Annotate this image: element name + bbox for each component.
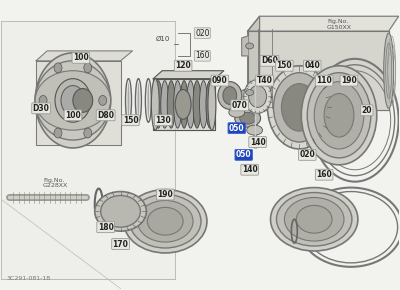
Ellipse shape (314, 81, 364, 149)
Polygon shape (242, 88, 248, 105)
Text: T40: T40 (257, 76, 272, 85)
Ellipse shape (95, 192, 146, 231)
Text: 160: 160 (195, 51, 210, 60)
Ellipse shape (223, 87, 237, 104)
Text: 070: 070 (232, 101, 248, 110)
Ellipse shape (128, 83, 130, 118)
Text: 140: 140 (242, 165, 258, 174)
Ellipse shape (147, 207, 183, 235)
Ellipse shape (61, 86, 85, 115)
Ellipse shape (130, 195, 201, 248)
Text: 20: 20 (362, 106, 372, 115)
Ellipse shape (54, 63, 62, 73)
Polygon shape (36, 61, 120, 145)
Ellipse shape (235, 109, 260, 127)
Text: 050: 050 (236, 151, 252, 160)
Ellipse shape (270, 188, 358, 251)
Ellipse shape (73, 88, 93, 112)
Ellipse shape (138, 83, 140, 118)
Ellipse shape (276, 193, 352, 246)
Text: Fig.No.
G228XX: Fig.No. G228XX (43, 178, 68, 189)
Polygon shape (242, 36, 248, 56)
Text: 180: 180 (98, 223, 114, 232)
Polygon shape (153, 79, 215, 130)
Text: 100: 100 (73, 53, 89, 62)
Ellipse shape (296, 205, 332, 233)
Ellipse shape (167, 81, 175, 128)
Ellipse shape (307, 73, 371, 158)
Polygon shape (153, 71, 224, 79)
Ellipse shape (84, 63, 92, 73)
Ellipse shape (124, 190, 207, 253)
Ellipse shape (54, 128, 62, 138)
Text: 190: 190 (341, 76, 357, 85)
Text: Fig.No.
G150XX: Fig.No. G150XX (327, 19, 352, 30)
Ellipse shape (193, 81, 201, 128)
Ellipse shape (244, 80, 272, 113)
Ellipse shape (324, 93, 354, 137)
Text: D80: D80 (97, 111, 114, 120)
Text: 050: 050 (229, 124, 244, 133)
Ellipse shape (208, 79, 216, 130)
Polygon shape (1, 21, 175, 279)
Text: 020: 020 (299, 151, 315, 160)
Ellipse shape (246, 43, 254, 49)
Ellipse shape (180, 81, 188, 128)
Ellipse shape (246, 90, 254, 95)
Text: D30: D30 (33, 104, 50, 113)
Ellipse shape (229, 107, 245, 117)
Ellipse shape (175, 90, 191, 119)
Ellipse shape (249, 86, 266, 107)
Ellipse shape (147, 83, 149, 118)
Ellipse shape (240, 112, 256, 124)
Text: 040: 040 (304, 61, 320, 70)
Polygon shape (36, 51, 132, 61)
Text: 120: 120 (175, 61, 191, 70)
Ellipse shape (218, 81, 242, 109)
Ellipse shape (282, 84, 317, 131)
Ellipse shape (55, 79, 91, 122)
Text: 020: 020 (195, 29, 210, 38)
Ellipse shape (284, 197, 344, 241)
Text: 090: 090 (212, 76, 228, 85)
Ellipse shape (301, 66, 377, 165)
Ellipse shape (99, 95, 107, 105)
Ellipse shape (35, 53, 111, 148)
Ellipse shape (247, 125, 262, 135)
Ellipse shape (161, 81, 169, 128)
Text: 3C291-081-18: 3C291-081-18 (6, 276, 50, 281)
Ellipse shape (200, 81, 208, 128)
Ellipse shape (101, 195, 140, 227)
Ellipse shape (35, 61, 111, 140)
Text: 100: 100 (65, 111, 81, 120)
Text: 130: 130 (155, 116, 171, 125)
Ellipse shape (274, 73, 325, 142)
Ellipse shape (138, 200, 193, 242)
Ellipse shape (151, 79, 159, 130)
Text: Ø10: Ø10 (156, 36, 170, 42)
Ellipse shape (174, 81, 182, 128)
Text: 170: 170 (113, 240, 128, 249)
Polygon shape (248, 16, 260, 110)
Ellipse shape (39, 95, 47, 105)
Text: 140: 140 (250, 137, 266, 146)
Text: 110: 110 (316, 76, 332, 85)
Ellipse shape (384, 33, 394, 108)
Ellipse shape (84, 128, 92, 138)
Ellipse shape (154, 81, 162, 128)
Text: 150: 150 (276, 61, 292, 70)
Text: 150: 150 (123, 116, 138, 125)
Polygon shape (248, 31, 389, 110)
Ellipse shape (35, 71, 111, 130)
Ellipse shape (186, 81, 194, 128)
Ellipse shape (206, 81, 214, 128)
Text: 190: 190 (157, 190, 173, 199)
Text: 160: 160 (316, 170, 332, 179)
Text: D60: D60 (261, 56, 278, 65)
Polygon shape (248, 16, 399, 31)
Ellipse shape (268, 66, 331, 149)
